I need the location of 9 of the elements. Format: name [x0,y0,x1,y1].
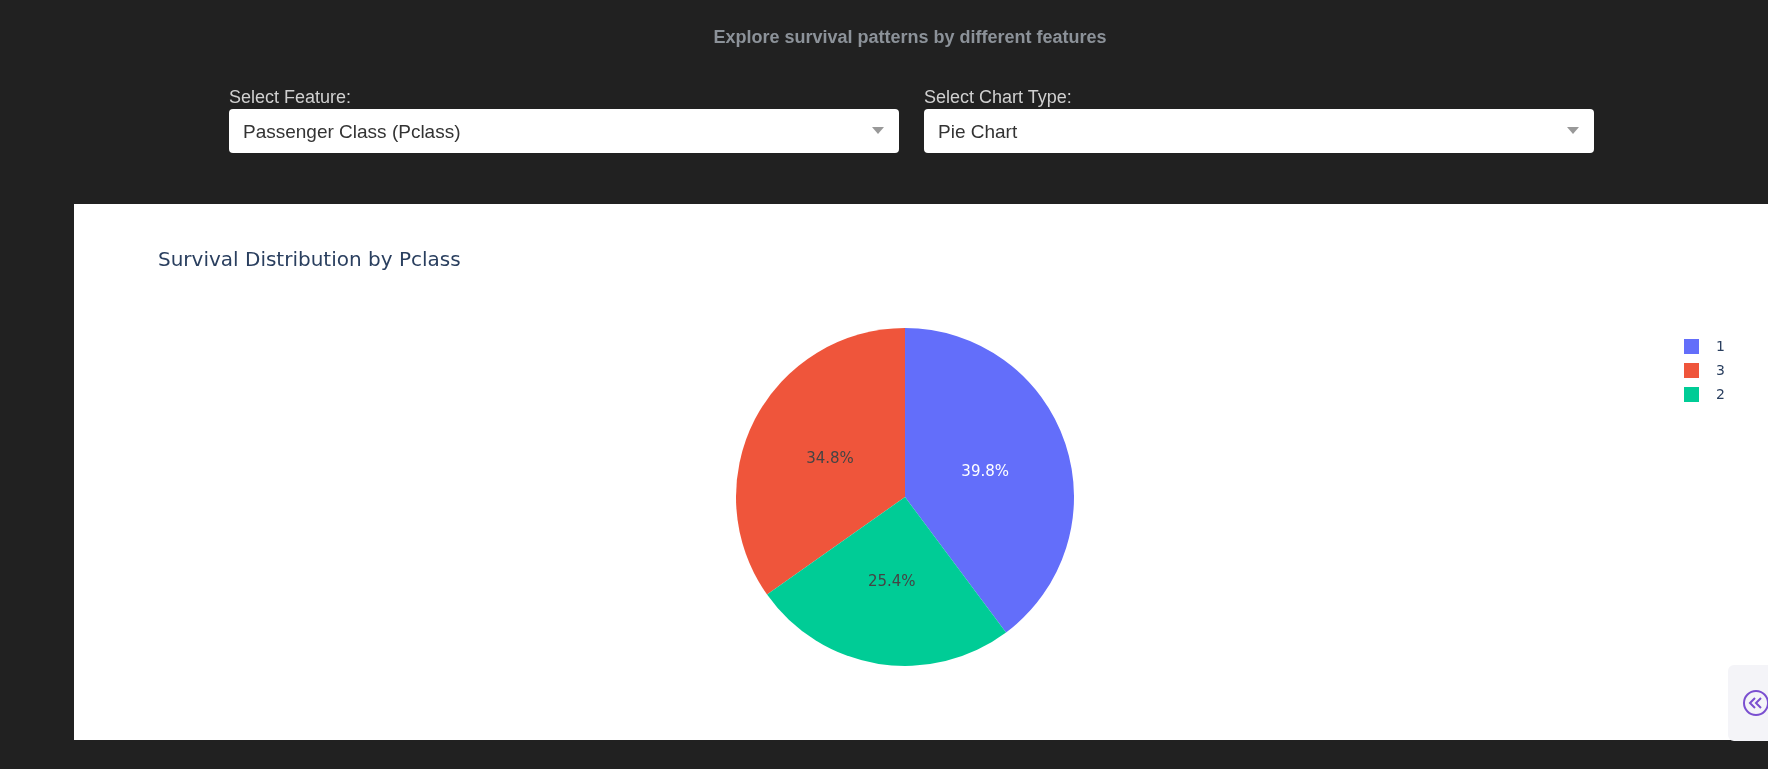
data-label: 39.8% [961,461,1010,480]
legend-label: 3 [1716,361,1725,378]
data-label: 25.4% [867,571,916,590]
data-label: 34.8% [806,449,854,468]
pie-slice [767,497,1007,666]
text: Survival Distribution by Pclass [158,247,461,271]
text: Explore survival patterns by different features [713,27,1107,48]
legend-label: 2 [1716,385,1725,402]
legend-label: 1 [1716,337,1725,354]
